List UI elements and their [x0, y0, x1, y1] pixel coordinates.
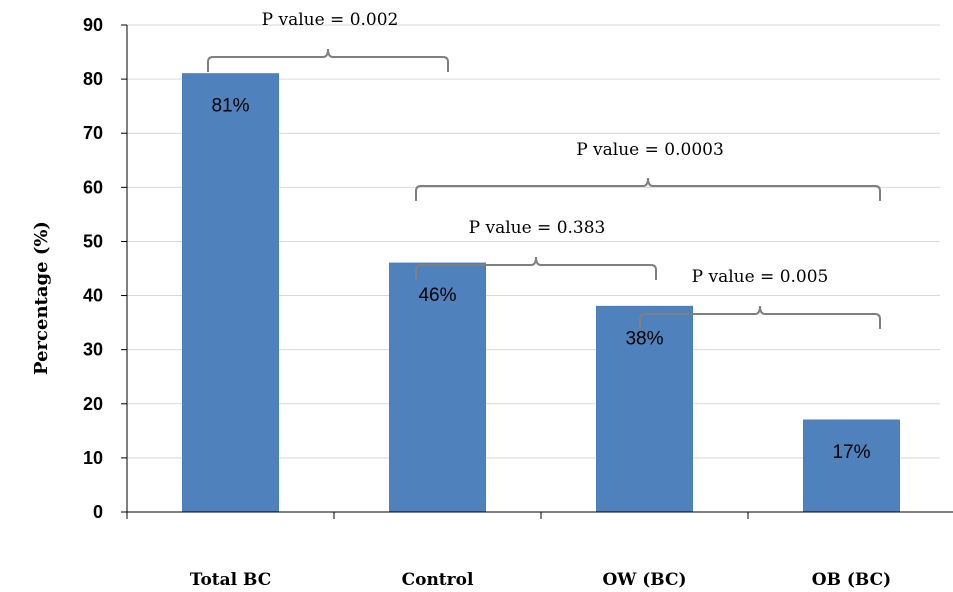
x-tick-label-control: Control: [402, 570, 474, 590]
p-value-label: P value = 0.005: [692, 267, 829, 287]
y-tick-label: 50: [83, 231, 103, 251]
x-tick-label-ob-bc: OB (BC): [812, 570, 891, 590]
data-label-ow-bc: 38%: [625, 328, 663, 349]
p-value-bracket: [207, 48, 449, 72]
bars: [182, 73, 900, 513]
p-value-bracket: [639, 305, 881, 329]
y-tick-label: 40: [83, 286, 103, 306]
y-axis-label: Percentage (%): [31, 221, 52, 375]
bar-ob-bc: [803, 419, 900, 513]
y-tick-label: 80: [83, 69, 103, 89]
y-tick-label: 0: [93, 502, 103, 522]
y-tick-label: 90: [83, 15, 103, 35]
p-value-label: P value = 0.002: [262, 10, 399, 30]
data-label-ob-bc: 17%: [832, 442, 870, 463]
axes: [121, 24, 953, 519]
x-tick-labels: Total BC Control OW (BC) OB (BC): [190, 570, 891, 590]
bar-total-bc: [182, 73, 279, 513]
x-tick-label-ow-bc: OW (BC): [602, 570, 686, 590]
y-tick-label: 70: [83, 123, 103, 143]
data-label-control: 46%: [418, 285, 456, 306]
p-value-label: P value = 0.383: [469, 218, 606, 238]
y-tick-label: 30: [83, 340, 103, 360]
y-tick-label: 60: [83, 177, 103, 197]
p-value-annotations: P value = 0.002 P value = 0.0003 P value =…: [207, 10, 881, 329]
data-labels: 81% 46% 38% 17%: [211, 96, 870, 463]
p-value-label: P value = 0.0003: [576, 140, 724, 160]
y-tick-labels: 0 10 20 30 40 50 60 70 80 90: [83, 15, 103, 522]
y-tick-label: 20: [83, 394, 103, 414]
p-value-bracket: [415, 256, 657, 280]
y-tick-label: 10: [83, 448, 103, 468]
bar-control: [389, 262, 486, 513]
data-label-total-bc: 81%: [211, 96, 249, 117]
x-tick-label-total-bc: Total BC: [190, 570, 272, 590]
p-value-bracket: [415, 177, 881, 201]
